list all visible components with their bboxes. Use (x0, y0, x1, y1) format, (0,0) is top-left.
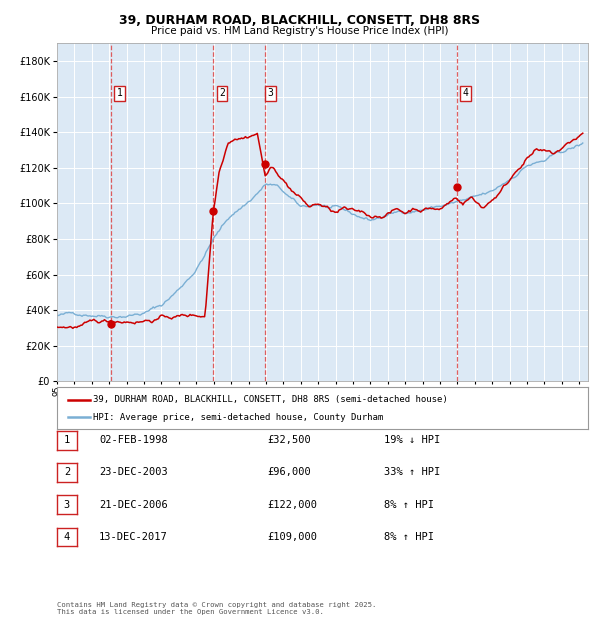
Text: 4: 4 (463, 88, 469, 98)
Text: £109,000: £109,000 (267, 532, 317, 542)
Text: £32,500: £32,500 (267, 435, 311, 445)
Text: £96,000: £96,000 (267, 467, 311, 477)
Text: 39, DURHAM ROAD, BLACKHILL, CONSETT, DH8 8RS (semi-detached house): 39, DURHAM ROAD, BLACKHILL, CONSETT, DH8… (93, 395, 448, 404)
Text: 4: 4 (64, 532, 70, 542)
Text: 2: 2 (219, 88, 225, 98)
Text: 13-DEC-2017: 13-DEC-2017 (99, 532, 168, 542)
Text: 1: 1 (117, 88, 122, 98)
Text: 1: 1 (64, 435, 70, 445)
Text: Contains HM Land Registry data © Crown copyright and database right 2025.
This d: Contains HM Land Registry data © Crown c… (57, 602, 376, 615)
Text: £122,000: £122,000 (267, 500, 317, 510)
Text: 39, DURHAM ROAD, BLACKHILL, CONSETT, DH8 8RS: 39, DURHAM ROAD, BLACKHILL, CONSETT, DH8… (119, 14, 481, 27)
Text: 02-FEB-1998: 02-FEB-1998 (99, 435, 168, 445)
Text: Price paid vs. HM Land Registry's House Price Index (HPI): Price paid vs. HM Land Registry's House … (151, 26, 449, 36)
Text: 21-DEC-2006: 21-DEC-2006 (99, 500, 168, 510)
Text: 19% ↓ HPI: 19% ↓ HPI (384, 435, 440, 445)
Text: 23-DEC-2003: 23-DEC-2003 (99, 467, 168, 477)
Text: 8% ↑ HPI: 8% ↑ HPI (384, 500, 434, 510)
Text: 3: 3 (268, 88, 274, 98)
Text: 2: 2 (64, 467, 70, 477)
Text: HPI: Average price, semi-detached house, County Durham: HPI: Average price, semi-detached house,… (93, 413, 383, 422)
Text: 8% ↑ HPI: 8% ↑ HPI (384, 532, 434, 542)
Text: 3: 3 (64, 500, 70, 510)
Text: 33% ↑ HPI: 33% ↑ HPI (384, 467, 440, 477)
